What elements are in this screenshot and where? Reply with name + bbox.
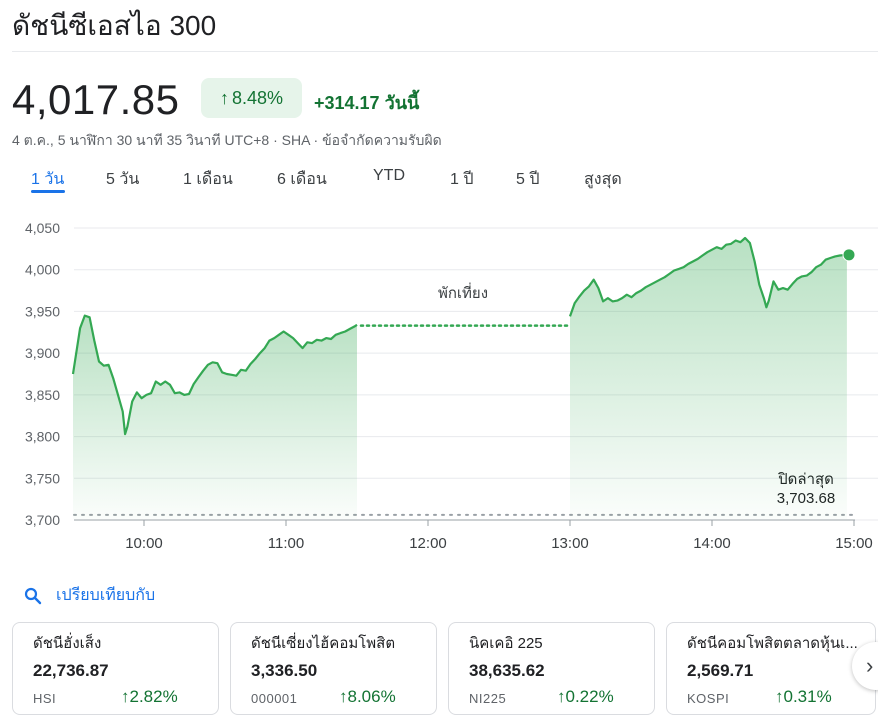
related-index-change: ↑0.22% xyxy=(557,687,614,707)
related-index-change: ↑2.82% xyxy=(121,687,178,707)
related-index-name: นิคเคอิ 225 xyxy=(469,635,543,652)
related-index-symbol: NI225 xyxy=(469,691,507,706)
change-absolute-value: +314.17 xyxy=(314,93,380,113)
active-tab-indicator xyxy=(31,190,65,193)
x-tick-label: 15:00 xyxy=(835,535,873,552)
header-divider xyxy=(12,51,878,52)
y-tick-label: 3,850 xyxy=(25,387,60,403)
x-tick-label: 14:00 xyxy=(693,535,731,552)
chevron-right-icon: › xyxy=(866,653,874,678)
related-index-name: ดัชนีคอมโพสิตตลาดหุ้นเ... xyxy=(687,635,858,652)
x-tick-label: 10:00 xyxy=(125,535,163,552)
page-title: ดัชนีซีเอสไอ 300 xyxy=(12,10,217,41)
last-point-marker xyxy=(842,248,856,262)
related-index-change: ↑0.31% xyxy=(775,687,832,707)
related-index-change-value: 8.06% xyxy=(347,687,396,706)
afternoon-series-line xyxy=(568,236,848,317)
related-index-card[interactable]: นิคเคอิ 225 38,635.62 NI225 ↑0.22% xyxy=(448,622,655,715)
arrow-up-icon: ↑ xyxy=(557,687,566,706)
tab-5-day[interactable]: 5 วัน xyxy=(106,171,140,188)
y-tick-label: 3,900 xyxy=(25,345,60,361)
related-index-price: 3,336.50 xyxy=(251,661,318,680)
tab-1-month[interactable]: 1 เดือน xyxy=(183,171,233,188)
related-index-change: ↑8.06% xyxy=(339,687,396,707)
morning-series-line xyxy=(71,314,358,436)
related-index-change-value: 0.31% xyxy=(783,687,832,706)
related-index-symbol: 000001 xyxy=(251,691,298,706)
y-tick-label: 3,750 xyxy=(25,470,60,486)
y-tick-label: 3,950 xyxy=(25,303,60,319)
change-percent-badge: ↑ 8.48% xyxy=(201,78,302,118)
change-period: วันนี้ xyxy=(384,93,420,113)
related-index-name: ดัชนีเซี่ยงไฮ้คอมโพสิต xyxy=(251,635,396,652)
afternoon-series-area xyxy=(570,238,847,519)
related-index-price: 38,635.62 xyxy=(469,661,545,680)
arrow-up-icon: ↑ xyxy=(775,687,784,706)
related-index-change-value: 0.22% xyxy=(565,687,614,706)
tab-ytd[interactable]: YTD xyxy=(373,167,405,184)
related-index-name: ดัชนีฮั่งเส็ง xyxy=(33,635,102,652)
tab-1-day[interactable]: 1 วัน xyxy=(31,171,65,188)
change-absolute: +314.17 วันนี้ xyxy=(314,88,419,117)
y-tick-label: 4,000 xyxy=(25,262,60,278)
related-index-card[interactable]: ดัชนีฮั่งเส็ง 22,736.87 HSI ↑2.82% xyxy=(12,622,219,715)
related-index-symbol: KOSPI xyxy=(687,691,730,706)
current-price: 4,017.85 xyxy=(12,76,180,123)
related-index-card[interactable]: ดัชนีคอมโพสิตตลาดหุ้นเ... 2,569.71 KOSPI… xyxy=(666,622,876,715)
compare-button[interactable]: เปรียบเทียบกับ xyxy=(24,583,155,608)
y-tick-label: 3,700 xyxy=(25,512,60,528)
change-percent-value: 8.48% xyxy=(231,87,284,108)
tab-6-month[interactable]: 6 เดือน xyxy=(277,171,327,188)
related-index-symbol: HSI xyxy=(33,691,57,706)
y-tick-label: 3,800 xyxy=(25,429,60,445)
x-tick-label: 11:00 xyxy=(268,535,304,552)
search-icon xyxy=(24,587,42,604)
y-tick-label: 4,050 xyxy=(25,220,60,236)
related-index-card[interactable]: ดัชนีเซี่ยงไฮ้คอมโพสิต 3,336.50 000001 ↑… xyxy=(230,622,437,715)
related-index-change-value: 2.82% xyxy=(129,687,178,706)
lunch-break-label: พักเที่ยง xyxy=(438,282,488,302)
arrow-up-icon: ↑ xyxy=(219,87,229,108)
arrow-up-icon: ↑ xyxy=(121,687,130,706)
quote-meta: 4 ต.ค., 5 นาฬิกา 30 นาที 35 วินาที UTC+8… xyxy=(12,132,442,148)
morning-series-area xyxy=(73,315,357,519)
x-tick-label: 13:00 xyxy=(551,535,589,552)
price-chart[interactable]: 3,700 3,750 3,800 3,850 3,900 3,950 4,000 4,050… xyxy=(0,210,878,560)
range-tabs: 1 วัน 5 วัน 1 เดือน 6 เดือน YTD 1 ปี 5 ป… xyxy=(0,163,878,193)
tab-5-year[interactable]: 5 ปี xyxy=(516,171,540,188)
related-index-price: 22,736.87 xyxy=(33,661,109,680)
arrow-up-icon: ↑ xyxy=(339,687,348,706)
tab-1-year[interactable]: 1 ปี xyxy=(450,171,474,188)
related-index-price: 2,569.71 xyxy=(687,661,754,680)
compare-label: เปรียบเทียบกับ xyxy=(56,587,156,604)
x-tick-label: 12:00 xyxy=(409,535,447,552)
tab-max[interactable]: สูงสุด xyxy=(584,171,622,188)
